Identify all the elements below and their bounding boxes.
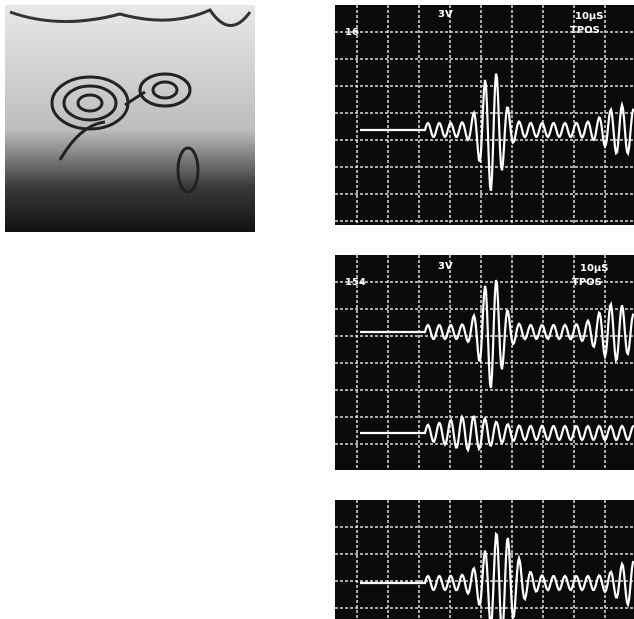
scope-panel: 154 3V 10μS TPOS: [335, 255, 634, 470]
trigger-label: TPOS: [572, 277, 602, 288]
scope-panel: 16 3V 10μS TPOS: [335, 5, 634, 225]
channel-label: 16: [345, 27, 359, 38]
trigger-label: TPOS: [570, 25, 600, 36]
volts-label: 3V: [438, 9, 453, 20]
scope-panel: [335, 500, 634, 619]
channel-label: 154: [345, 277, 366, 288]
volts-label: 3V: [438, 261, 453, 272]
screen: [335, 5, 634, 225]
timebase-label: 10μS: [575, 11, 603, 22]
page: 16 3V 10μS TPOS 154 3V 10μS TPOS: [0, 0, 634, 619]
timebase-label: 10μS: [580, 263, 608, 274]
photo: [5, 5, 255, 232]
